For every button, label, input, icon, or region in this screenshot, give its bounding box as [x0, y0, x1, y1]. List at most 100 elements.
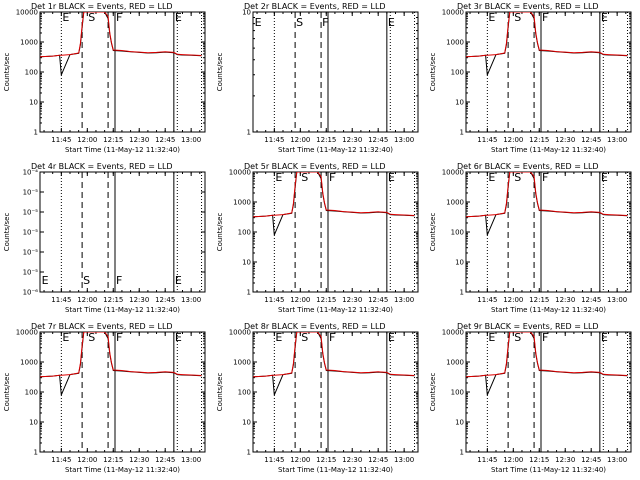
- x-tick-label: 12:00: [77, 456, 97, 464]
- x-axis-label: Start Time (11-May-12 11:32:40): [65, 146, 180, 154]
- x-tick-label: 13:00: [607, 456, 627, 464]
- x-tick-label: 12:00: [503, 456, 523, 464]
- time-marker-label: E: [488, 331, 495, 344]
- x-tick-label: 12:15: [529, 136, 549, 144]
- x-tick-label: 12:30: [555, 136, 575, 144]
- y-tick-label: 1000: [446, 39, 464, 47]
- time-marker-label: E: [388, 16, 395, 29]
- lld-series-line: [466, 12, 628, 58]
- y-tick-label: 1: [460, 129, 464, 137]
- y-tick-label: 10000: [442, 329, 464, 337]
- chart-title: Det 9r BLACK = Events, RED = LLD: [457, 322, 599, 331]
- time-marker-label: S: [514, 331, 521, 344]
- plot-frame: [465, 171, 632, 293]
- lld-series-line: [40, 12, 202, 58]
- time-marker-label: S: [88, 11, 95, 24]
- chart-title: Det 4r BLACK = Events, RED = LLD: [31, 162, 173, 171]
- time-marker-label: E: [175, 11, 182, 24]
- y-tick-label: 1: [247, 449, 251, 457]
- time-marker-label: F: [329, 331, 335, 344]
- chart-panel-5: Det 5r BLACK = Events, RED = LLD 1 10 100 10…: [216, 162, 419, 314]
- chart-title: Det 8r BLACK = Events, RED = LLD: [244, 322, 386, 331]
- x-tick-label: 12:45: [155, 296, 175, 304]
- x-tick-label: 11:45: [51, 456, 71, 464]
- plot-frame: [465, 331, 632, 453]
- x-tick-label: 12:30: [555, 456, 575, 464]
- plot-frame: [39, 331, 206, 453]
- y-tick-label: 10⁻⁵: [23, 269, 39, 277]
- x-tick-label: 13:00: [181, 136, 201, 144]
- y-tick-label: 10: [242, 419, 251, 427]
- time-marker-label: F: [116, 331, 122, 344]
- time-marker-label: E: [275, 331, 282, 344]
- y-axis-label: Counts/sec: [429, 53, 437, 92]
- x-tick-label: 12:00: [503, 296, 523, 304]
- chart-title: Det 3r BLACK = Events, RED = LLD: [457, 2, 599, 11]
- y-tick-label: 100: [451, 229, 464, 237]
- y-tick-label: 100: [25, 69, 38, 77]
- y-tick-label: 10⁻⁶: [23, 289, 39, 297]
- time-marker-label: F: [542, 331, 548, 344]
- x-tick-label: 12:15: [103, 296, 123, 304]
- y-tick-label: 1: [247, 289, 251, 297]
- y-tick-label: 10⁻⁵: [23, 229, 39, 237]
- time-marker-label: S: [83, 274, 90, 287]
- x-tick-label: 11:45: [477, 296, 497, 304]
- chart-panel-1: Det 1r BLACK = Events, RED = LLD 1 10 100 10…: [3, 2, 206, 154]
- x-tick-label: 11:45: [477, 136, 497, 144]
- y-tick-label: 10000: [229, 169, 251, 177]
- time-marker-label: E: [42, 274, 49, 287]
- y-tick-label: 100: [238, 389, 251, 397]
- x-tick-label: 13:00: [607, 296, 627, 304]
- chart-panel-3: Det 3r BLACK = Events, RED = LLD 1 10 100 10…: [429, 2, 632, 154]
- x-tick-label: 12:00: [503, 136, 523, 144]
- y-tick-label: 1: [34, 129, 38, 137]
- x-tick-label: 12:15: [103, 456, 123, 464]
- x-tick-label: 12:00: [77, 136, 97, 144]
- x-tick-label: 12:45: [581, 136, 601, 144]
- x-tick-label: 12:45: [581, 296, 601, 304]
- x-tick-label: 11:45: [477, 456, 497, 464]
- chart-panel-7: Det 7r BLACK = Events, RED = LLD 1 10 100 10…: [3, 322, 206, 474]
- y-tick-label: 100: [238, 229, 251, 237]
- time-marker-label: S: [514, 11, 521, 24]
- y-tick-label: 100: [25, 389, 38, 397]
- x-axis-label: Start Time (11-May-12 11:32:40): [491, 146, 606, 154]
- chart-panel-8: Det 8r BLACK = Events, RED = LLD 1 10 100 10…: [216, 322, 419, 474]
- y-tick-label: 10⁻⁴: [23, 169, 39, 177]
- y-tick-label: 1000: [233, 359, 251, 367]
- y-axis-label: Counts/sec: [216, 53, 224, 92]
- x-tick-label: 12:15: [529, 456, 549, 464]
- time-marker-label: F: [116, 11, 122, 24]
- time-marker-label: S: [296, 16, 303, 29]
- x-tick-label: 12:45: [155, 456, 175, 464]
- y-tick-label: 10: [455, 259, 464, 267]
- chart-title: Det 6r BLACK = Events, RED = LLD: [457, 162, 599, 171]
- y-tick-label: 100: [451, 389, 464, 397]
- x-tick-label: 12:45: [368, 136, 388, 144]
- x-tick-label: 11:45: [264, 136, 284, 144]
- x-tick-label: 12:45: [581, 456, 601, 464]
- y-tick-label: 10⁻⁵: [23, 189, 39, 197]
- x-tick-label: 12:45: [368, 296, 388, 304]
- y-tick-label: 1: [460, 289, 464, 297]
- x-tick-label: 13:00: [607, 136, 627, 144]
- y-tick-label: 10: [455, 99, 464, 107]
- time-marker-label: E: [488, 11, 495, 24]
- x-tick-label: 11:45: [51, 136, 71, 144]
- time-marker-label: S: [514, 171, 521, 184]
- time-marker-label: E: [601, 171, 608, 184]
- plot-frame: [252, 331, 419, 453]
- plot-frame: [465, 11, 632, 133]
- chart-panel-6: Det 6r BLACK = Events, RED = LLD 1 10 100 10…: [429, 162, 632, 314]
- y-tick-label: 10: [242, 9, 251, 17]
- x-axis-label: Start Time (11-May-12 11:32:40): [278, 146, 393, 154]
- x-tick-label: 12:00: [290, 456, 310, 464]
- x-tick-label: 12:30: [342, 136, 362, 144]
- plot-frame: [39, 11, 206, 133]
- chart-panel-9: Det 9r BLACK = Events, RED = LLD 1 10 100 10…: [429, 322, 632, 474]
- x-tick-label: 13:00: [394, 136, 414, 144]
- time-marker-label: E: [601, 11, 608, 24]
- x-tick-label: 13:00: [394, 456, 414, 464]
- x-tick-label: 12:00: [77, 296, 97, 304]
